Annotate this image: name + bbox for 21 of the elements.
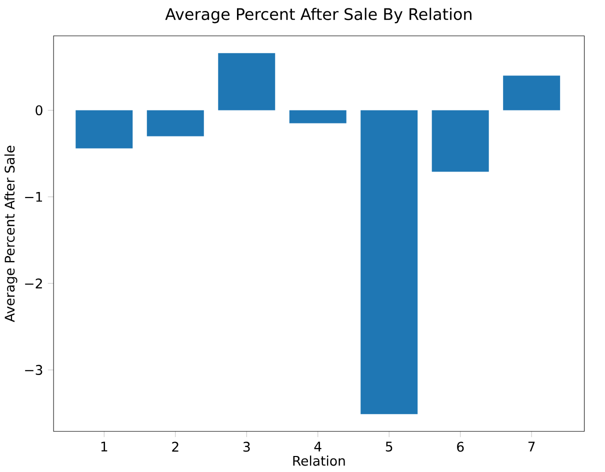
bar — [218, 53, 276, 110]
x-tick-label: 1 — [101, 442, 108, 452]
bar — [76, 110, 133, 148]
bar — [146, 110, 204, 136]
x-tick-label: 5 — [386, 442, 392, 452]
y-tick-label: −1 — [25, 192, 42, 202]
x-tick-label: 6 — [457, 442, 464, 452]
y-tick-label: −3 — [25, 364, 42, 375]
x-tick-label: 2 — [172, 442, 178, 452]
bar — [503, 76, 560, 110]
bar — [360, 110, 418, 414]
y-axis-title: Average Percent After Sale — [4, 146, 18, 322]
x-axis-title: Relation — [293, 456, 345, 466]
x-tick-label: 7 — [528, 442, 535, 452]
x-tick-label: 4 — [314, 442, 322, 452]
y-tick-label: −2 — [25, 278, 42, 288]
bar — [289, 110, 346, 124]
x-tick-label: 3 — [243, 442, 250, 452]
bar — [432, 110, 489, 172]
chart-title: Average Percent After Sale By Relation — [165, 8, 472, 24]
y-tick-label: 0 — [36, 105, 42, 116]
